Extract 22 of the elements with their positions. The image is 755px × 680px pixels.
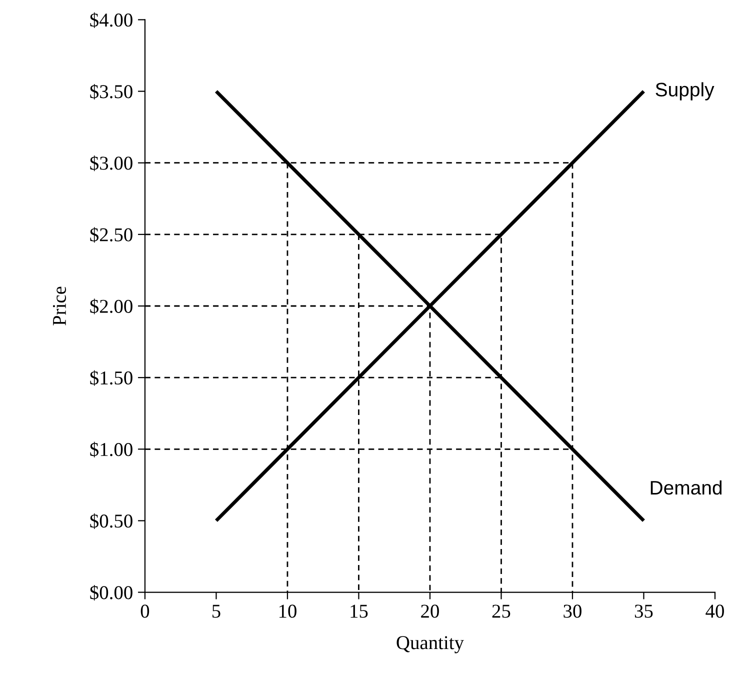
y-tick-label: $1.00 (90, 442, 132, 458)
series-label: Demand (650, 480, 722, 495)
y-tick-label: $0.00 (90, 584, 132, 601)
y-tick-label: $3.00 (90, 156, 132, 172)
y-tick-label: $4.00 (90, 12, 132, 28)
x-tick-label: 5 (212, 604, 220, 618)
x-tick-label: 35 (634, 604, 653, 618)
y-tick-label: $3.50 (90, 84, 132, 100)
x-tick-label: 25 (492, 604, 510, 618)
x-tick-label: 20 (421, 604, 439, 618)
y-tick-label: $1.50 (90, 370, 132, 386)
x-tick-label: 0 (140, 604, 150, 618)
x-tick-label: 30 (564, 604, 582, 618)
y-tick-label: $2.00 (90, 298, 132, 314)
x-axis-title: Quantity (396, 636, 464, 654)
x-tick-label: 40 (706, 604, 724, 618)
x-tick-label: 10 (279, 604, 296, 618)
x-tick-label: 15 (350, 604, 368, 618)
series-label: Supply (656, 82, 714, 100)
y-tick-label: $0.50 (90, 513, 132, 529)
y-tick-label: $2.50 (90, 227, 132, 243)
y-axis-title: Price (52, 286, 66, 326)
